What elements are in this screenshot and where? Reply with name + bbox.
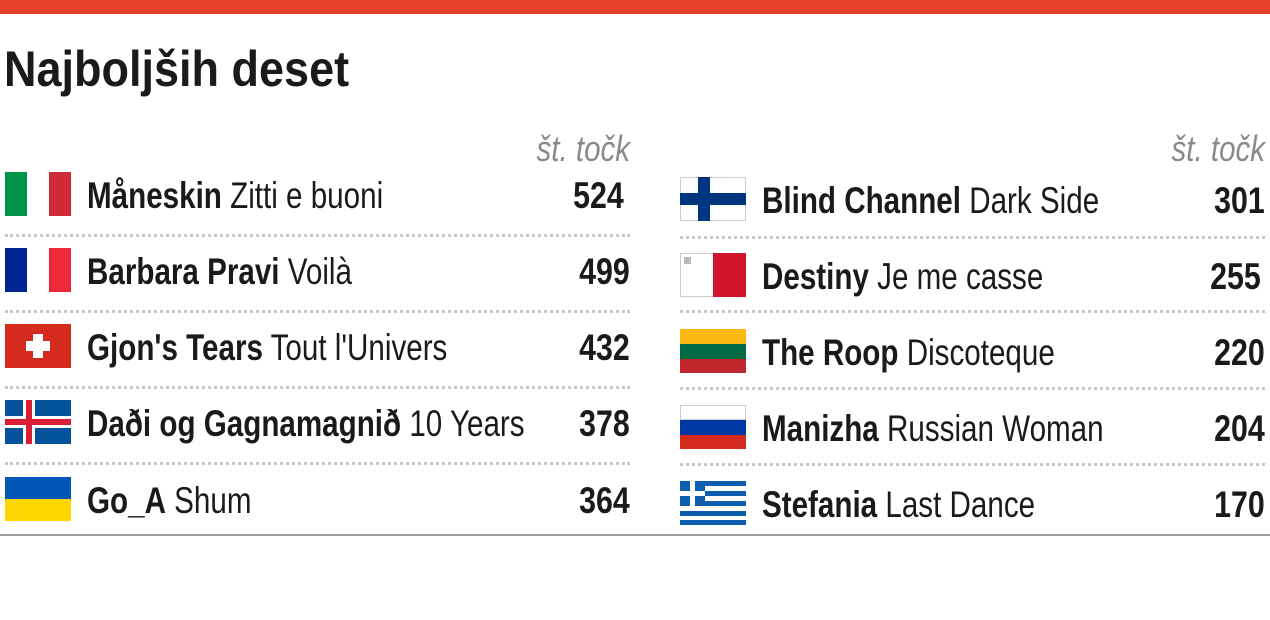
flag: [5, 324, 71, 368]
song: Last Dance: [885, 484, 1036, 525]
song: Tout l'Univers: [270, 327, 448, 368]
flag: [5, 248, 71, 292]
entry: Manizha Russian Woman: [762, 405, 1104, 453]
entry: Go_A Shum: [87, 477, 252, 525]
separator: [5, 386, 630, 389]
separator: [5, 234, 630, 237]
song: 10 Years: [409, 403, 525, 444]
row: Manizha Russian Woman 204: [680, 405, 1265, 449]
row: Måneskin Zitti e buoni 524: [5, 172, 630, 216]
column: št. točk Måneskin Zitti e buoni 524 Barb…: [5, 0, 630, 540]
row: Destiny Je me casse 255: [680, 253, 1265, 297]
flag: [680, 329, 746, 373]
top-bar: [0, 0, 1270, 14]
flag: [5, 172, 71, 216]
points: 378: [579, 403, 630, 444]
artist: Barbara Pravi: [87, 251, 280, 292]
artist: Destiny: [762, 256, 869, 297]
points: 301: [1214, 180, 1265, 221]
entry: Destiny Je me casse: [762, 253, 1043, 301]
song: Voilà: [287, 251, 352, 292]
flag: [5, 400, 71, 444]
flag: [5, 477, 71, 521]
separator: [5, 310, 630, 313]
flag: [680, 405, 746, 449]
separator: [680, 463, 1265, 466]
artist: Blind Channel: [762, 180, 961, 221]
row: Daði og Gagnamagnið 10 Years 378: [5, 400, 630, 444]
points: 255: [1210, 256, 1261, 297]
flag: [680, 177, 746, 221]
row: Blind Channel Dark Side 301: [680, 177, 1265, 221]
entry: Daði og Gagnamagnið 10 Years: [87, 400, 525, 448]
entry: Blind Channel Dark Side: [762, 177, 1099, 225]
artist: Måneskin: [87, 175, 222, 216]
song: Je me casse: [877, 256, 1044, 297]
entry: The Roop Discoteque: [762, 329, 1055, 377]
points: 499: [579, 251, 630, 292]
row: Gjon's Tears Tout l'Univers 432: [5, 324, 630, 368]
title: Najboljših deset: [4, 41, 350, 97]
artist: Stefania: [762, 484, 878, 525]
points: 204: [1214, 408, 1265, 449]
entry: Barbara Pravi Voilà: [87, 248, 352, 296]
artist: Go_A: [87, 480, 166, 521]
artist: Manizha: [762, 408, 879, 449]
row: The Roop Discoteque 220: [680, 329, 1265, 373]
song: Shum: [174, 480, 252, 521]
song: Russian Woman: [887, 408, 1104, 449]
row: Go_A Shum 364: [5, 477, 630, 521]
points: 432: [579, 327, 630, 368]
artist: Gjon's Tears: [87, 327, 263, 368]
entry: Gjon's Tears Tout l'Univers: [87, 324, 447, 372]
artist: The Roop: [762, 332, 899, 373]
flag: [680, 481, 746, 525]
points: 524: [573, 175, 624, 216]
entry: Stefania Last Dance: [762, 481, 1035, 529]
column: št. točk Blind Channel Dark Side 301 Des…: [680, 0, 1265, 540]
song: Discoteque: [906, 332, 1055, 373]
flag: [680, 253, 746, 297]
points: 364: [579, 480, 630, 521]
artist: Daði og Gagnamagnið: [87, 403, 402, 444]
points: 170: [1214, 484, 1265, 525]
separator: [5, 462, 630, 465]
entry: Måneskin Zitti e buoni: [87, 172, 383, 220]
row: Barbara Pravi Voilà 499: [5, 248, 630, 292]
points-header: št. točk: [536, 128, 630, 169]
points: 220: [1214, 332, 1265, 373]
separator: [680, 236, 1265, 239]
separator: [680, 387, 1265, 390]
bottom-rule: [0, 534, 1270, 536]
song: Dark Side: [969, 180, 1100, 221]
row: Stefania Last Dance 170: [680, 481, 1265, 525]
separator: [680, 310, 1265, 313]
points-header: št. točk: [1171, 128, 1265, 169]
song: Zitti e buoni: [230, 175, 384, 216]
